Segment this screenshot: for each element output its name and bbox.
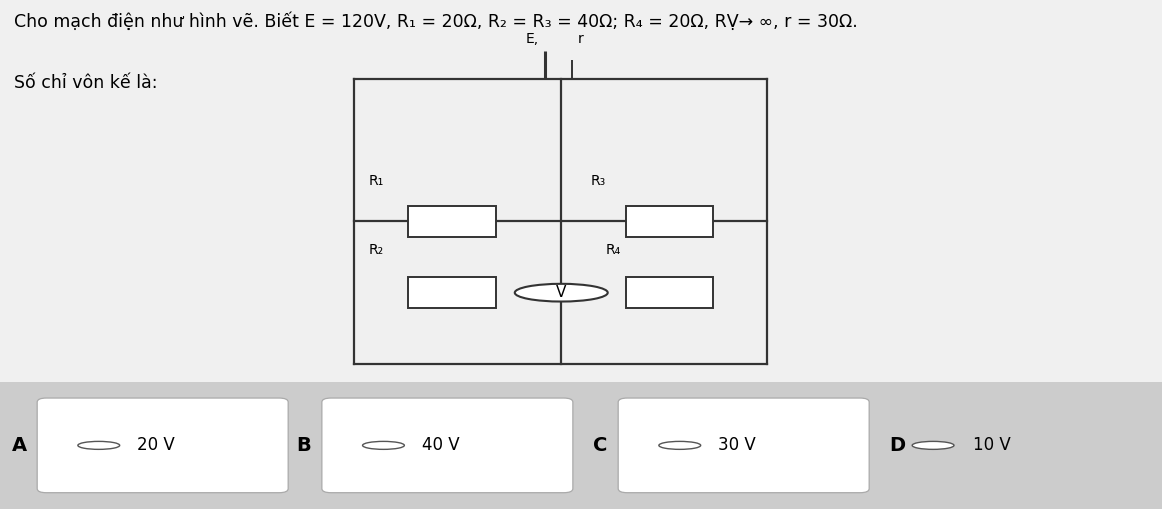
FancyBboxPatch shape	[618, 398, 869, 493]
Text: R₃: R₃	[590, 174, 605, 188]
Text: 20 V: 20 V	[137, 436, 174, 455]
Bar	[0, 382, 1162, 509]
FancyBboxPatch shape	[37, 398, 288, 493]
Ellipse shape	[659, 441, 701, 449]
Bar	[409, 277, 496, 308]
Text: D: D	[889, 436, 905, 455]
Text: R₁: R₁	[368, 174, 383, 188]
Ellipse shape	[912, 441, 954, 449]
Text: R₂: R₂	[368, 243, 383, 257]
Bar	[409, 206, 496, 237]
Text: Số chỉ vôn kế là:: Số chỉ vôn kế là:	[14, 74, 157, 92]
Text: B: B	[296, 436, 311, 455]
Bar	[626, 206, 713, 237]
Text: R₄: R₄	[605, 243, 621, 257]
Ellipse shape	[515, 284, 608, 301]
Text: r: r	[578, 32, 583, 46]
Text: 10 V: 10 V	[973, 436, 1010, 455]
Text: V: V	[557, 285, 566, 300]
Ellipse shape	[363, 441, 404, 449]
Text: Cho mạch điện như hình vẽ. Biết E = 120V, R₁ = 20Ω, R₂ = R₃ = 40Ω; R₄ = 20Ω, RṾ→: Cho mạch điện như hình vẽ. Biết E = 120V…	[14, 13, 858, 31]
Bar	[0, 0, 1162, 382]
Ellipse shape	[78, 441, 120, 449]
Text: C: C	[593, 436, 607, 455]
Text: A: A	[12, 436, 27, 455]
Text: 40 V: 40 V	[422, 436, 459, 455]
FancyBboxPatch shape	[322, 398, 573, 493]
Text: E,: E,	[526, 32, 539, 46]
Bar	[626, 277, 713, 308]
Text: 30 V: 30 V	[718, 436, 755, 455]
